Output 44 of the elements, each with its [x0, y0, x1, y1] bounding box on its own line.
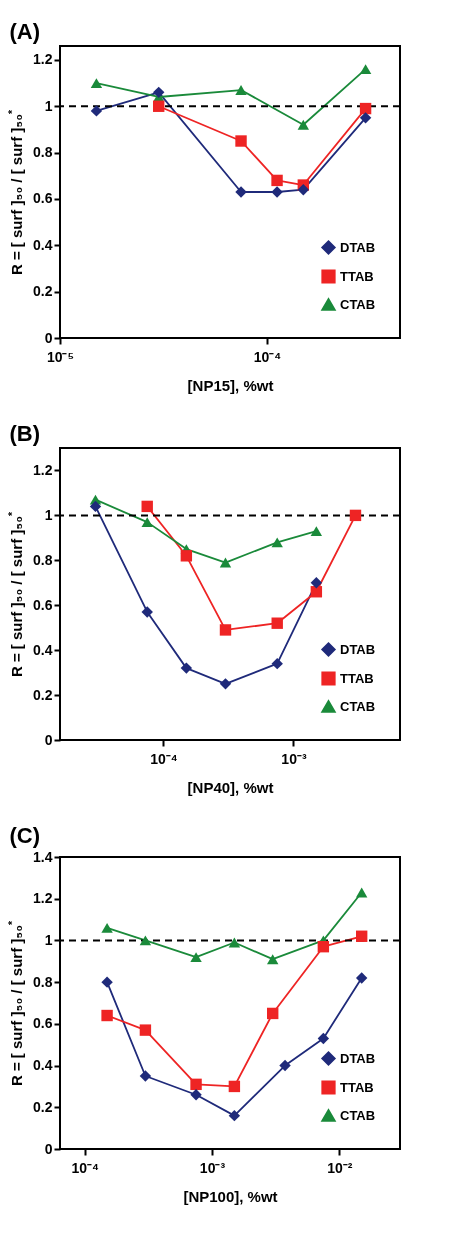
y-tick-label: 0.6 — [33, 1015, 53, 1032]
chart-title: (B) — [9, 421, 41, 446]
y-tick-label: 0.8 — [33, 551, 53, 568]
y-tick-label: 1.4 — [33, 848, 53, 865]
y-tick-label: 1 — [44, 931, 53, 948]
legend-label: CTAB — [340, 296, 376, 312]
x-tick-label: 10⁻² — [327, 1159, 353, 1176]
y-tick-label: 1.2 — [33, 890, 53, 907]
x-tick-label: 10⁻³ — [199, 1159, 226, 1176]
legend-label: DTAB — [340, 1050, 376, 1066]
legend-label: CTAB — [340, 1107, 376, 1123]
y-tick-label: 0.2 — [33, 1098, 53, 1115]
chart-title: (A) — [9, 19, 41, 44]
x-tick-label: 10⁻³ — [281, 750, 307, 767]
y-tick-label: 0.6 — [33, 596, 53, 613]
x-tick-label: 10⁻⁵ — [46, 348, 75, 365]
y-tick-label: 0.6 — [33, 190, 53, 207]
y-tick-label: 0.4 — [33, 1057, 53, 1074]
y-tick-label: 0.8 — [33, 144, 53, 161]
y-tick-label: 0.8 — [33, 973, 53, 990]
legend-label: TTAB — [340, 1079, 374, 1095]
y-tick-label: 0.4 — [33, 641, 53, 658]
y-tick-label: 1 — [44, 97, 53, 114]
x-tick-label: 10⁻⁴ — [71, 1159, 99, 1176]
legend-label: CTAB — [340, 698, 376, 714]
x-axis-title: [NP15], %wt — [187, 376, 274, 394]
y-tick-label: 0 — [44, 329, 53, 346]
legend-label: TTAB — [340, 670, 374, 686]
x-axis-title: [NP40], %wt — [187, 778, 274, 796]
y-tick-label: 0.4 — [33, 236, 53, 253]
y-tick-label: 0 — [44, 731, 53, 748]
y-tick-label: 0.2 — [33, 283, 53, 300]
y-tick-label: 0.2 — [33, 686, 53, 703]
legend-label: TTAB — [340, 268, 374, 284]
x-axis-title: [NP100], %wt — [183, 1187, 278, 1205]
y-tick-label: 1.2 — [33, 51, 53, 68]
y-tick-label: 1 — [44, 506, 53, 523]
y-tick-label: 1.2 — [33, 461, 53, 478]
legend-label: DTAB — [340, 641, 376, 657]
y-tick-label: 0 — [44, 1140, 53, 1157]
chart-title: (C) — [9, 823, 41, 848]
legend-label: DTAB — [340, 239, 376, 255]
x-tick-label: 10⁻⁴ — [253, 348, 282, 365]
x-tick-label: 10⁻⁴ — [150, 750, 178, 767]
